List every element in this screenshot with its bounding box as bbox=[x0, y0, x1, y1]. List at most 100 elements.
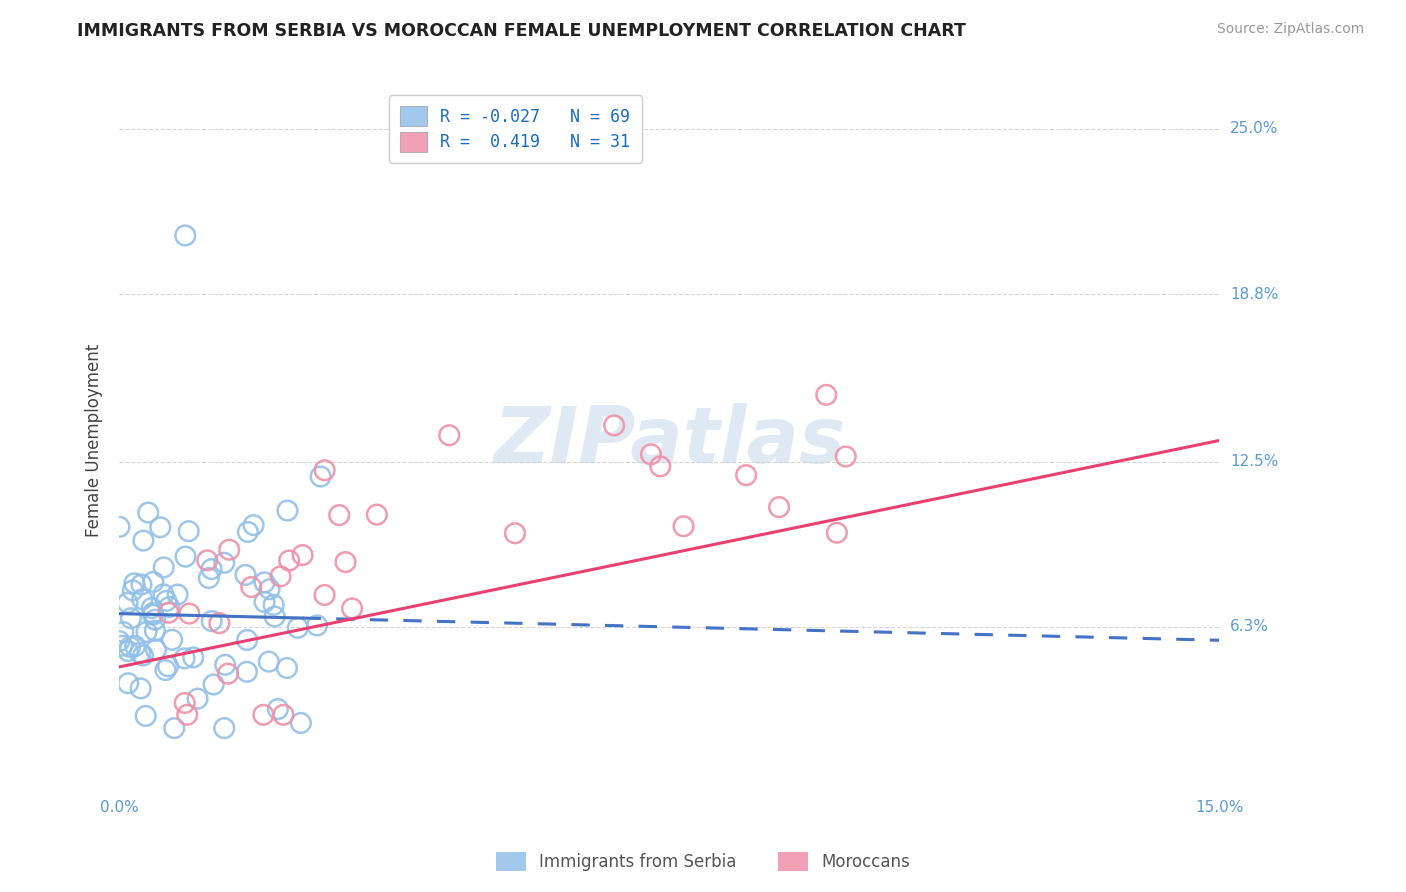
Point bbox=[198, 571, 221, 585]
Point bbox=[145, 642, 167, 657]
Point bbox=[131, 577, 153, 591]
Point bbox=[214, 657, 236, 672]
Point bbox=[291, 548, 314, 562]
Point bbox=[335, 555, 357, 569]
Point bbox=[124, 576, 146, 591]
Point bbox=[650, 459, 672, 474]
Point bbox=[187, 691, 209, 706]
Point bbox=[200, 562, 222, 576]
Point bbox=[117, 676, 139, 690]
Point bbox=[111, 639, 134, 653]
Point bbox=[117, 596, 139, 610]
Point bbox=[253, 575, 276, 590]
Point bbox=[278, 553, 301, 567]
Point bbox=[253, 595, 276, 609]
Point bbox=[270, 569, 292, 583]
Point bbox=[135, 709, 157, 723]
Point bbox=[129, 646, 152, 660]
Point bbox=[135, 624, 157, 639]
Point bbox=[309, 469, 332, 483]
Point bbox=[166, 588, 188, 602]
Point bbox=[825, 525, 848, 540]
Point bbox=[263, 598, 285, 612]
Point bbox=[142, 574, 165, 589]
Point bbox=[143, 613, 166, 627]
Point bbox=[120, 640, 142, 654]
Point bbox=[640, 447, 662, 461]
Point bbox=[143, 624, 166, 638]
Point bbox=[236, 665, 259, 679]
Point bbox=[163, 721, 186, 735]
Point bbox=[132, 533, 155, 548]
Point bbox=[157, 659, 180, 673]
Point bbox=[157, 599, 180, 614]
Text: Source: ZipAtlas.com: Source: ZipAtlas.com bbox=[1216, 22, 1364, 37]
Point bbox=[276, 503, 298, 517]
Point bbox=[108, 634, 131, 648]
Point bbox=[121, 583, 143, 598]
Point bbox=[152, 587, 174, 601]
Point bbox=[174, 549, 197, 564]
Point bbox=[735, 468, 758, 483]
Text: IMMIGRANTS FROM SERBIA VS MOROCCAN FEMALE UNEMPLOYMENT CORRELATION CHART: IMMIGRANTS FROM SERBIA VS MOROCCAN FEMAL… bbox=[77, 22, 966, 40]
Point bbox=[155, 594, 177, 608]
Point bbox=[242, 518, 264, 533]
Point bbox=[287, 621, 309, 635]
Point bbox=[195, 553, 218, 567]
Text: 6.3%: 6.3% bbox=[1230, 619, 1270, 634]
Point bbox=[142, 607, 165, 622]
Point bbox=[132, 648, 155, 663]
Point bbox=[276, 661, 298, 675]
Point bbox=[112, 624, 135, 639]
Text: 18.8%: 18.8% bbox=[1230, 286, 1278, 301]
Point bbox=[157, 606, 180, 620]
Point bbox=[181, 650, 204, 665]
Legend: R = -0.027   N = 69, R =  0.419   N = 31: R = -0.027 N = 69, R = 0.419 N = 31 bbox=[388, 95, 643, 163]
Point bbox=[131, 592, 153, 607]
Point bbox=[252, 707, 274, 722]
Point bbox=[117, 644, 139, 658]
Point bbox=[120, 611, 142, 625]
Point bbox=[290, 716, 312, 731]
Point bbox=[160, 632, 183, 647]
Point bbox=[218, 542, 240, 557]
Y-axis label: Female Unemployment: Female Unemployment bbox=[86, 344, 103, 537]
Point bbox=[603, 418, 626, 433]
Point bbox=[768, 500, 790, 515]
Point bbox=[202, 677, 225, 691]
Point bbox=[259, 582, 281, 597]
Point bbox=[177, 524, 200, 539]
Point bbox=[124, 639, 146, 653]
Point bbox=[263, 609, 285, 624]
Point bbox=[236, 632, 259, 647]
Point bbox=[136, 506, 159, 520]
Point bbox=[129, 681, 152, 696]
Point bbox=[314, 463, 336, 477]
Text: 25.0%: 25.0% bbox=[1230, 121, 1278, 136]
Point bbox=[208, 616, 231, 631]
Point bbox=[240, 580, 263, 594]
Point bbox=[179, 607, 201, 621]
Point bbox=[672, 519, 695, 533]
Point bbox=[173, 651, 195, 665]
Point bbox=[174, 228, 197, 243]
Point bbox=[267, 702, 290, 716]
Point bbox=[235, 568, 257, 582]
Point bbox=[142, 606, 165, 620]
Point bbox=[340, 601, 363, 615]
Point bbox=[176, 707, 198, 722]
Point bbox=[835, 450, 858, 464]
Point bbox=[214, 721, 236, 735]
Legend: Immigrants from Serbia, Moroccans: Immigrants from Serbia, Moroccans bbox=[488, 843, 918, 880]
Point bbox=[305, 618, 328, 632]
Point bbox=[503, 526, 526, 541]
Point bbox=[236, 524, 259, 539]
Point bbox=[273, 707, 295, 722]
Point bbox=[314, 588, 336, 602]
Text: 12.5%: 12.5% bbox=[1230, 454, 1278, 469]
Point bbox=[257, 655, 280, 669]
Point bbox=[201, 614, 224, 628]
Point bbox=[173, 696, 195, 710]
Point bbox=[815, 388, 838, 402]
Text: ZIPatlas: ZIPatlas bbox=[494, 402, 845, 478]
